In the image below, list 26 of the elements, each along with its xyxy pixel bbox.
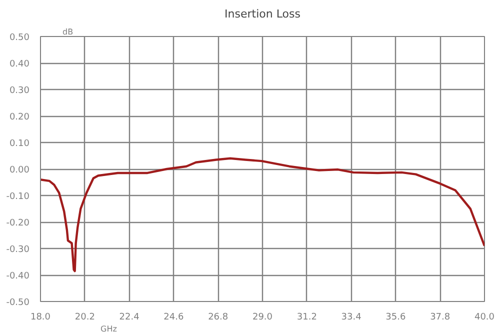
x-tick-label: 33.4 [341,312,362,322]
x-tick-label: 35.6 [386,312,406,322]
line-series [40,157,484,272]
y-tick-label: 0.30 [9,86,30,96]
y-tick-label: 0.50 [9,33,30,43]
x-axis-title: GHz [100,324,117,334]
y-tick-label: -0.20 [6,218,30,228]
y-tick-label: -0.10 [6,192,30,202]
chart-title: Insertion Loss [224,8,301,20]
x-tick-label: 18.0 [30,312,51,322]
y-tick-label: 0.40 [9,60,30,70]
x-tick-label: 40.0 [474,312,495,322]
y-tick-label: -0.30 [6,245,30,255]
y-tick-label: 0.00 [9,166,30,176]
x-tick-label: 26.8 [208,312,228,322]
x-tick-label: 31.2 [296,312,317,322]
x-tick-label: 20.2 [74,312,95,322]
x-tick-label: 29.0 [252,312,273,322]
y-tick-label: -0.40 [6,272,30,282]
x-tick-label: 22.4 [119,312,140,322]
y-tick-label: 0.10 [9,139,30,149]
y-axis-title: dB [62,28,74,36]
y-tick-label: 0.20 [9,112,30,122]
x-tick-label: 24.6 [164,312,184,322]
y-tick-label: -0.50 [6,298,30,308]
x-tick-label: 37.8 [430,312,450,322]
